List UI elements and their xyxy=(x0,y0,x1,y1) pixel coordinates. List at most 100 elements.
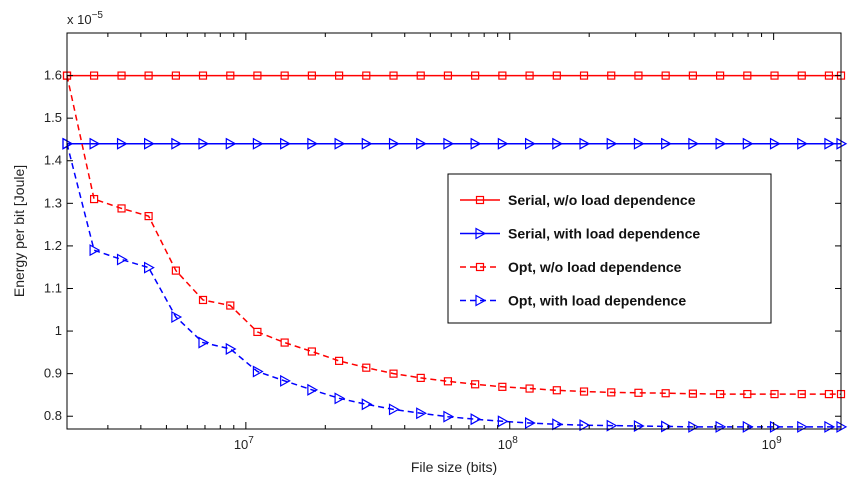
series-2-point xyxy=(198,137,210,150)
axes-group: 0.8 0.9 1 1.1 1.2 1.3 1.4 1.5 1.6 107 108 109 xyxy=(44,33,841,452)
y-tick-label: 1.5 xyxy=(44,110,62,125)
y-tick-label: 1.6 xyxy=(44,68,62,83)
legend-label: Serial, w/o load dependence xyxy=(508,192,696,208)
series-3-point xyxy=(335,356,344,365)
legend-swatch-marker xyxy=(475,195,485,205)
series-1-point xyxy=(743,71,752,80)
series-line-3 xyxy=(66,75,841,395)
series-3-point xyxy=(89,194,99,204)
series-4-point xyxy=(388,403,400,416)
series-1-point xyxy=(471,71,480,80)
series-2-point xyxy=(252,137,264,150)
series-2-point xyxy=(443,137,455,150)
series-1-point xyxy=(770,71,779,80)
series-1-point xyxy=(144,71,153,80)
legend-label: Opt, with load dependence xyxy=(508,293,686,309)
series-3-point xyxy=(743,389,752,399)
series-2-point xyxy=(361,137,373,150)
series-3-point xyxy=(389,369,398,378)
series-2-point xyxy=(171,137,183,150)
series-1-point xyxy=(634,71,643,80)
series-1-point xyxy=(716,71,725,80)
series-3-point xyxy=(661,389,670,398)
series-2-point xyxy=(633,137,645,150)
series-4-point xyxy=(252,365,264,378)
series-1-point xyxy=(661,71,670,80)
series-4-point xyxy=(116,253,128,266)
x-axis-label: File size (bits) xyxy=(411,459,497,475)
series-4-point xyxy=(280,374,291,387)
legend-label: Serial, with load dependence xyxy=(508,226,700,242)
series-4-point xyxy=(524,417,536,430)
series-1-point xyxy=(552,71,561,80)
plot-frame xyxy=(66,32,842,430)
series-3-point xyxy=(525,384,534,393)
series-1-point xyxy=(226,71,235,80)
series-4-point xyxy=(416,407,427,420)
y-tick-label: 1 xyxy=(55,323,62,338)
series-2-point xyxy=(470,137,482,150)
series-2-point xyxy=(715,137,727,150)
series-3-point xyxy=(226,301,235,310)
series-1-point xyxy=(280,71,289,80)
series-1-point xyxy=(117,71,126,80)
series-3-point xyxy=(471,380,480,389)
series-3-point xyxy=(117,204,126,213)
series-2-point xyxy=(497,137,509,150)
series-3-point xyxy=(144,211,153,221)
y-exponent-label: x 10−5 xyxy=(67,10,103,27)
series-2-point xyxy=(280,137,291,150)
series-3-point xyxy=(362,363,371,372)
series-1-point xyxy=(498,71,507,80)
series-1-point xyxy=(607,71,616,80)
series-4-point xyxy=(144,261,155,274)
series-2-point xyxy=(688,137,700,150)
series-2-point xyxy=(307,137,319,150)
series-3-point xyxy=(253,327,262,337)
series-1-point xyxy=(688,71,697,80)
series-3-point xyxy=(171,266,180,275)
series-2-point xyxy=(769,137,781,150)
series-3-point xyxy=(716,389,725,399)
series-3-point xyxy=(498,382,507,391)
series-2-point xyxy=(824,137,836,150)
series-1-point xyxy=(198,71,208,80)
series-3-point xyxy=(579,387,589,396)
series-1-point xyxy=(824,71,834,80)
y-exponent-base: x 10 xyxy=(67,12,92,27)
y-tick-label: 1.3 xyxy=(44,195,62,210)
y-tick-label: 0.8 xyxy=(44,408,62,423)
series-4-point xyxy=(443,410,455,423)
y-tick-label: 0.9 xyxy=(44,366,62,381)
series-3-point xyxy=(797,389,806,399)
series-2-point xyxy=(661,137,672,150)
series-1-point xyxy=(525,71,534,80)
series-4-point xyxy=(225,342,237,355)
y-tick-label: 1.1 xyxy=(44,280,62,295)
legend: Serial, w/o load dependence Serial, with … xyxy=(447,173,772,324)
series-3-point xyxy=(416,373,425,383)
series-3-point xyxy=(198,295,208,305)
series-2-point xyxy=(416,137,427,150)
series-1-point xyxy=(416,71,425,80)
series-2-point xyxy=(388,137,400,150)
series-4-point xyxy=(198,336,210,349)
series-4-point xyxy=(470,413,482,426)
series-3-point xyxy=(607,388,616,397)
series-2-point xyxy=(89,137,101,150)
series-4-point xyxy=(307,383,319,396)
series-4-point xyxy=(361,398,373,411)
series-4-point xyxy=(171,310,183,324)
y-tick-label: 1.2 xyxy=(44,238,62,253)
series-1-point xyxy=(171,71,180,80)
series-2-point xyxy=(524,137,536,150)
x-tick-label: 109 xyxy=(762,435,782,452)
series-2-point xyxy=(797,137,808,150)
x-tick-label: 108 xyxy=(498,435,518,452)
series-3-point xyxy=(770,389,779,399)
series-3-point xyxy=(280,338,289,347)
series-3-point xyxy=(443,377,453,386)
legend-box xyxy=(447,173,772,324)
series-2-point xyxy=(334,137,346,150)
series-1-point xyxy=(335,71,344,80)
